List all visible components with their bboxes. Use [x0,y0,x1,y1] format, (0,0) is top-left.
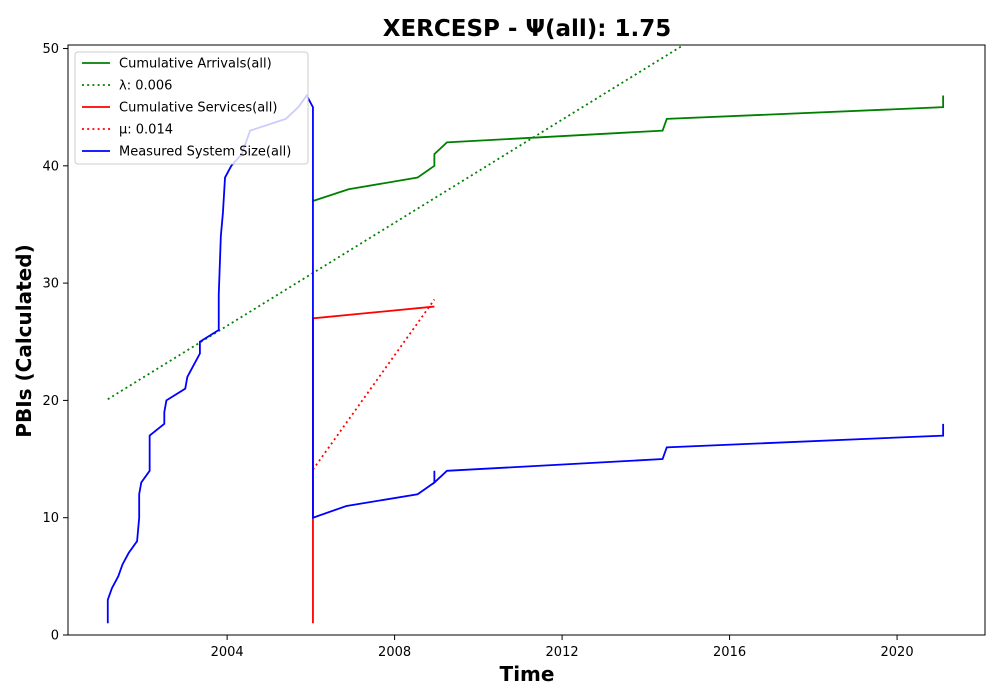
y-tick-label: 30 [42,277,59,292]
y-tick-label: 0 [51,629,59,644]
series-line-measured-system-size-all [106,93,945,624]
legend-box [74,51,309,165]
axes: 2004 2008 2012 2016 2020 0 10 20 30 40 50 [42,42,986,660]
plot-area [106,45,945,624]
legend: Cumulative Arrivals(all) λ: 0.006 Cumulati… [74,51,309,165]
y-tick-label: 10 [42,511,59,526]
y-tick-label: 20 [42,394,59,409]
chart-title: XERCESP - Ψ(all): 1.75 [383,16,672,42]
y-tick-label: 50 [42,42,59,57]
legend-entry-label: μ: 0.014 [119,123,173,138]
x-tick-label: 2012 [546,645,579,660]
x-axis-label: Time [500,662,555,686]
x-tick-label: 2004 [211,645,244,660]
x-tick-label: 2020 [881,645,914,660]
x-tick-label: 2008 [378,645,411,660]
series-line-cumulative-arrivals-all [312,95,945,202]
y-tick-label: 40 [42,159,59,174]
series-line-0-006 [107,45,684,400]
axes-frame [67,44,986,636]
series-line-0-014 [312,299,436,471]
series-line-cumulative-services-all [312,305,435,624]
legend-entry-label: Measured System Size(all) [119,145,291,160]
legend-entry-label: Cumulative Services(all) [119,101,277,116]
x-tick-label: 2016 [713,645,746,660]
legend-entry-label: Cumulative Arrivals(all) [119,57,272,72]
y-axis-label: PBIs (Calculated) [12,244,36,437]
legend-entry-label: λ: 0.006 [119,79,172,94]
